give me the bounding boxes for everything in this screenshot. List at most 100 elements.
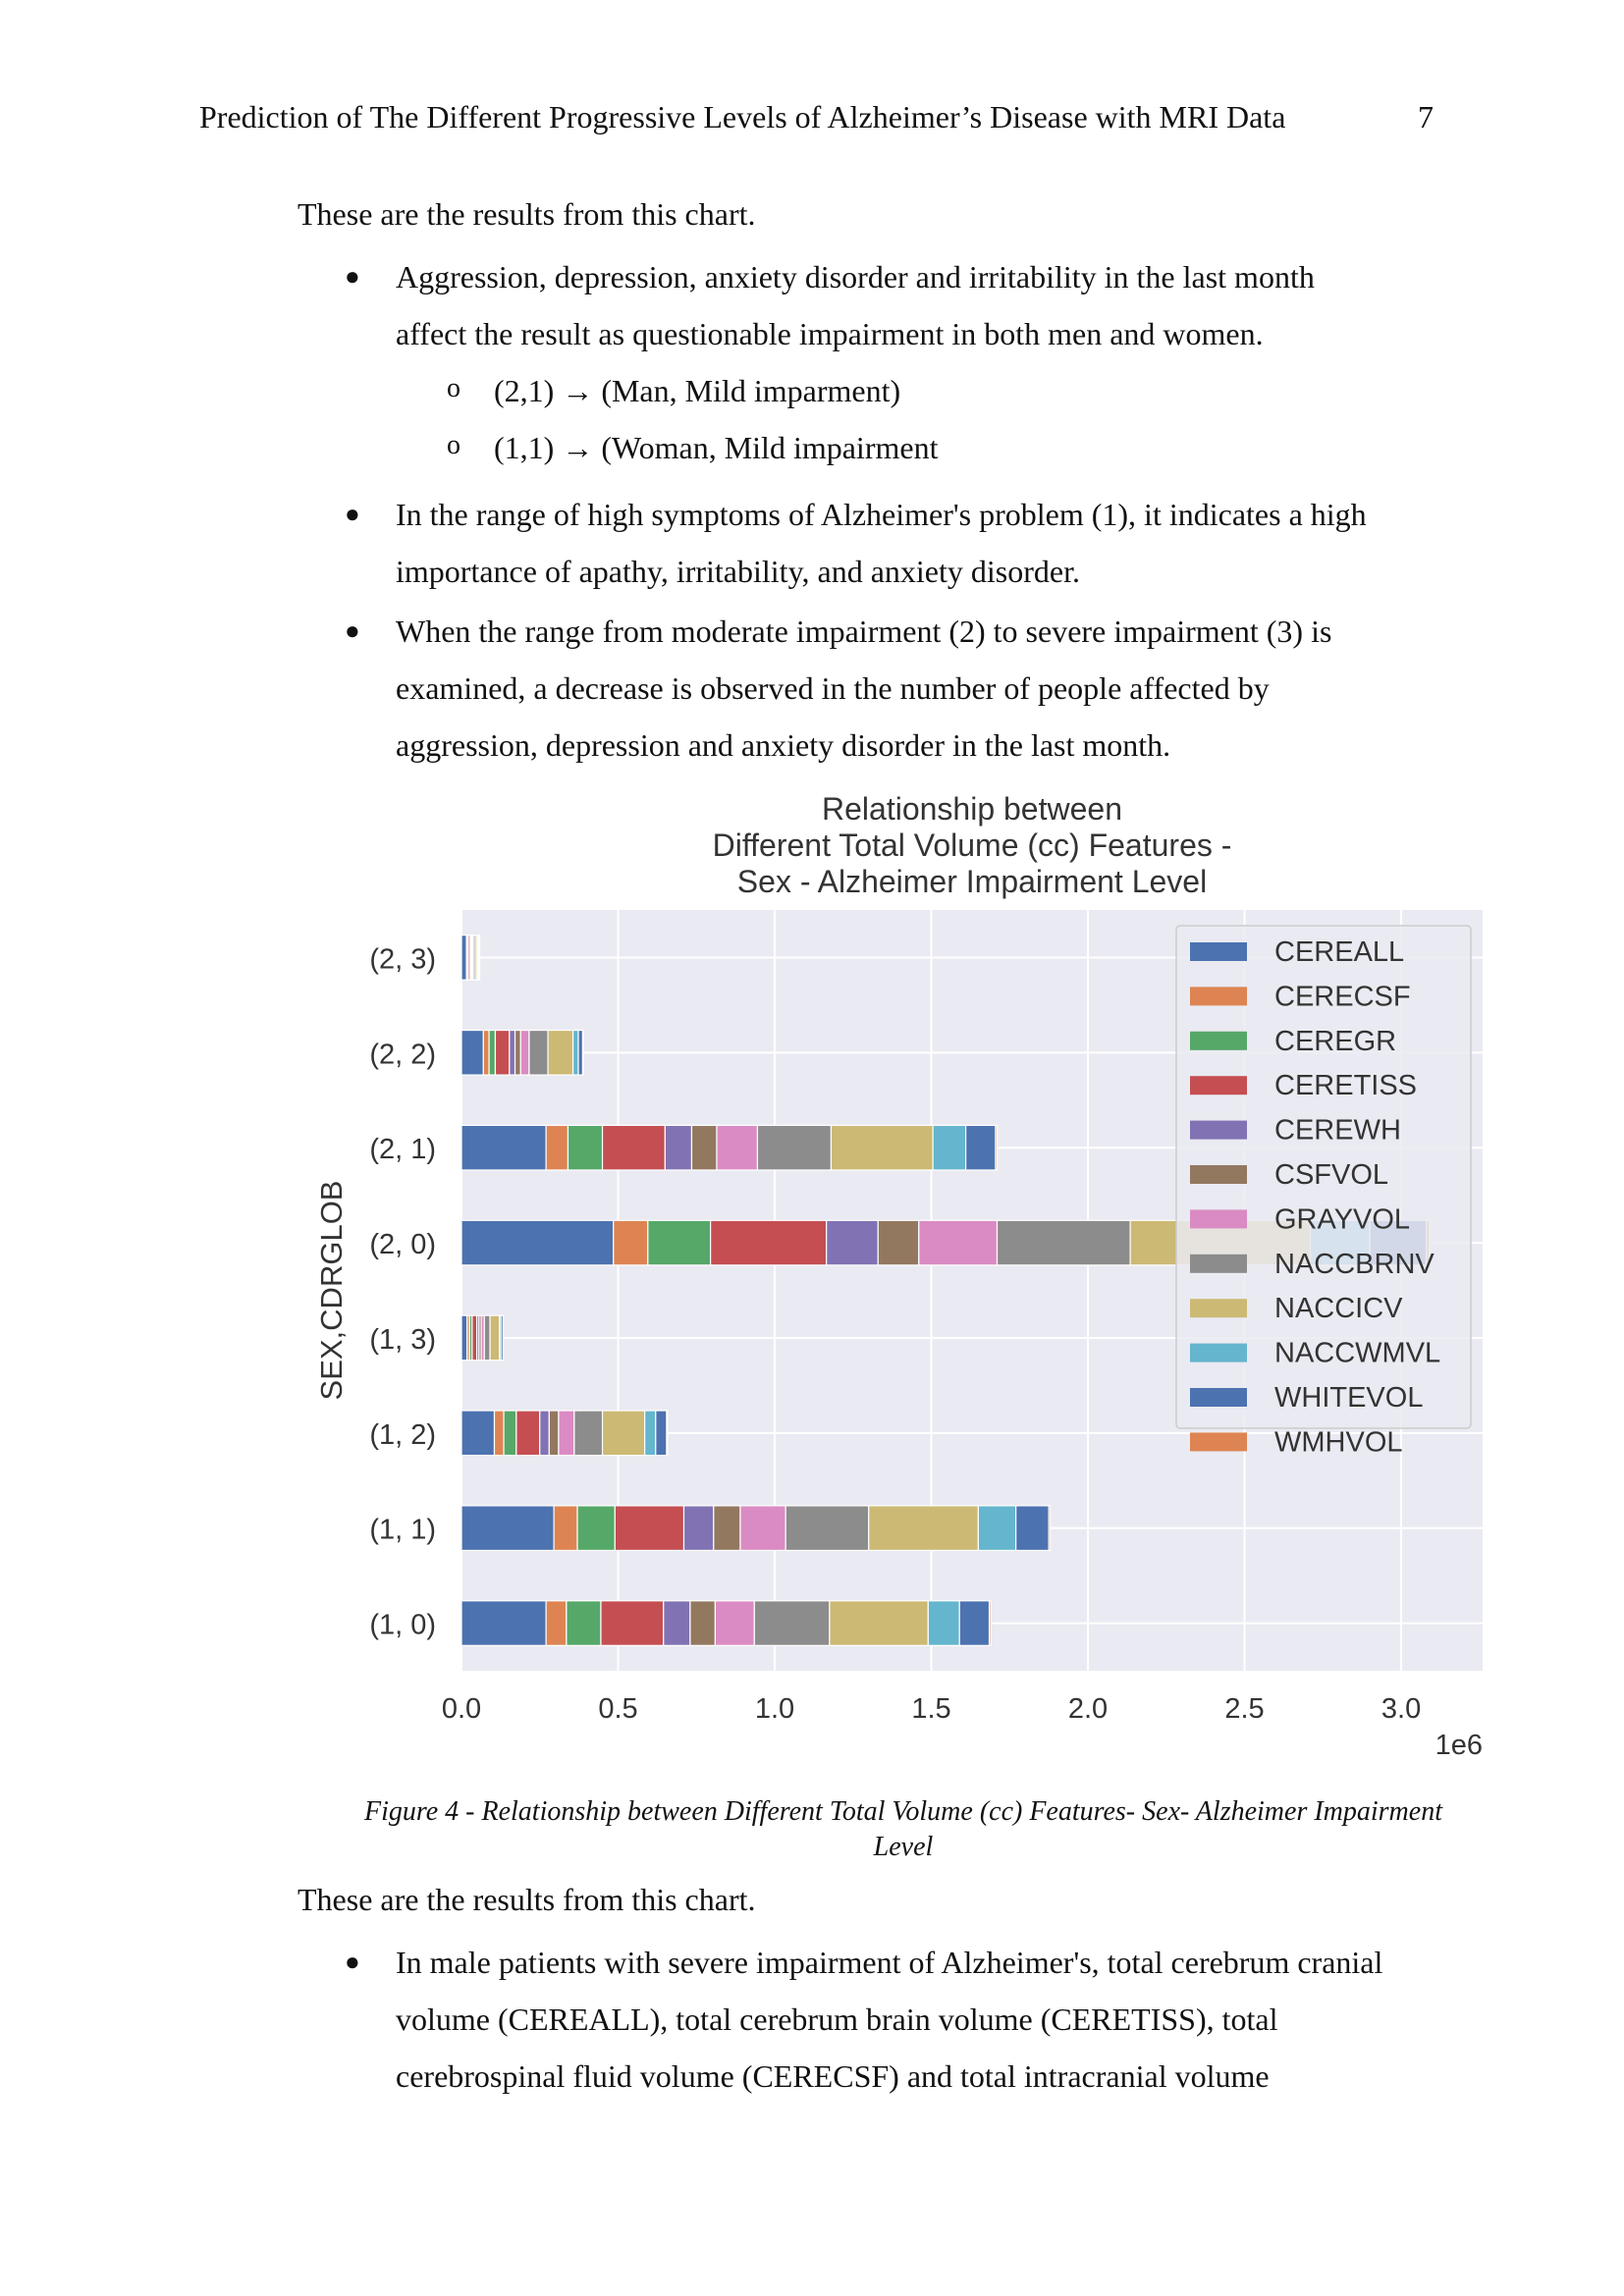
legend-swatch xyxy=(1190,1076,1247,1095)
bar-segment xyxy=(571,1029,579,1076)
bar-segment xyxy=(664,1124,693,1171)
bar-segment xyxy=(601,1124,666,1171)
bar-segment xyxy=(868,1505,979,1552)
bar-segment xyxy=(489,1314,501,1362)
bar-segment xyxy=(647,1219,712,1266)
bullet-line: aggression, depression and anxiety disor… xyxy=(396,727,1171,763)
bullet-line: cerebrospinal fluid volume (CERECSF) and… xyxy=(396,2058,1270,2094)
legend: CEREALL CERECSF CEREGR CERETISS CEREWH CSFVOL… xyxy=(1175,925,1472,1458)
bar-segment xyxy=(988,1600,992,1646)
bar-segment xyxy=(553,1505,578,1552)
x-tick-label: 3.0 xyxy=(1381,1693,1421,1725)
bar-segment xyxy=(689,1600,717,1646)
bar-segment xyxy=(528,1029,549,1076)
bullet-item: ● Aggression, depression, anxiety disord… xyxy=(345,248,1456,362)
chart-title-line: Relationship between xyxy=(822,791,1122,827)
legend-swatch xyxy=(1190,1120,1247,1140)
bar-segment xyxy=(545,1124,569,1171)
bar-segment xyxy=(503,1410,517,1457)
bullet-line: When the range from moderate impairment … xyxy=(396,614,1332,649)
y-tick-label: (2, 1) xyxy=(369,1134,436,1165)
bar-segment xyxy=(482,1029,490,1076)
bar-segment xyxy=(977,1505,1017,1552)
bar-segment xyxy=(547,1029,574,1076)
y-tick-labels: (1, 0) (1, 1) (1, 2) (1, 3) (2, 0) (2, 1) (2, … xyxy=(369,943,436,1640)
sub-bullet-item: o (1,1) → (Woman, Mild impairment xyxy=(447,430,939,466)
bar-segment xyxy=(494,1029,511,1076)
intro-paragraph: These are the results from this chart. xyxy=(298,1882,756,1917)
bullet-line: Aggression, depression, anxiety disorder… xyxy=(396,259,1315,294)
bar-segment xyxy=(566,1600,602,1646)
bullet-item: ● In the range of high symptoms of Alzhe… xyxy=(345,486,1456,600)
bar-segment xyxy=(1015,1505,1050,1552)
caption-line: Figure 4 - Relationship between Differen… xyxy=(364,1796,1442,1827)
bar-segment xyxy=(577,1029,584,1076)
bar-segment xyxy=(965,1124,997,1171)
bar-segment xyxy=(460,1410,496,1457)
chart-title-line: Sex - Alzheimer Impairment Level xyxy=(737,864,1207,899)
bar-segment xyxy=(927,1600,960,1646)
bar-segment xyxy=(830,1124,934,1171)
bar-segment xyxy=(932,1124,967,1171)
bar-segment xyxy=(829,1600,929,1646)
caption-line: Level xyxy=(873,1832,934,1862)
bar-segment xyxy=(753,1600,831,1646)
figure-caption: Figure 4 - Relationship between Differen… xyxy=(295,1794,1512,1865)
sub-bullet-item: o (2,1) → (Man, Mild imparment) xyxy=(447,373,900,409)
bullet-line: In the range of high symptoms of Alzheim… xyxy=(396,497,1367,532)
bar-segment xyxy=(714,1600,755,1646)
bar-segment xyxy=(601,1410,646,1457)
intro-paragraph: These are the results from this chart. xyxy=(298,196,756,232)
bar-segment xyxy=(877,1219,920,1266)
bar-segment xyxy=(663,1600,691,1646)
bar-segment xyxy=(581,1029,584,1076)
bar-segment xyxy=(576,1505,616,1552)
legend-entry: CSFVOL xyxy=(1274,1159,1388,1191)
y-tick-label: (1, 1) xyxy=(369,1515,436,1546)
bar-segment xyxy=(826,1219,879,1266)
legend-entry: CERECSF xyxy=(1274,981,1411,1012)
y-tick-label: (1, 0) xyxy=(369,1610,436,1641)
bar-segment xyxy=(515,1410,541,1457)
bar-segment xyxy=(573,1410,604,1457)
right-arrow-icon: → xyxy=(562,430,602,465)
bar-segment xyxy=(488,1029,497,1076)
bar-segment xyxy=(600,1600,665,1646)
bar-segment xyxy=(644,1410,657,1457)
legend-entry: WHITEVOL xyxy=(1274,1382,1423,1414)
bar-segment xyxy=(460,1029,484,1076)
bar-segment xyxy=(614,1505,685,1552)
legend-swatch xyxy=(1190,1343,1247,1362)
y-tick-label: (1, 3) xyxy=(369,1324,436,1356)
sub-bullet-text: (Woman, Mild impairment xyxy=(601,430,939,465)
bar-segment xyxy=(548,1410,560,1457)
legend-entry: CEREALL xyxy=(1274,936,1404,968)
x-tick-label: 2.0 xyxy=(1068,1693,1108,1725)
bullet-line: examined, a decrease is observed in the … xyxy=(396,670,1270,706)
bullet-dot-icon: ● xyxy=(345,1948,360,1976)
bar-segment xyxy=(471,1314,478,1362)
legend-box xyxy=(1175,925,1472,1429)
bar-segment xyxy=(519,1029,530,1076)
bar-segment xyxy=(756,1124,833,1171)
bar-segment xyxy=(713,1505,741,1552)
page-number: 7 xyxy=(1418,99,1434,134)
bar-segment xyxy=(918,1219,999,1266)
legend-entry: WMHVOL xyxy=(1274,1426,1403,1458)
bar-segment xyxy=(558,1410,575,1457)
legend-swatch xyxy=(1190,1432,1247,1452)
bullet-item: ● In male patients with severe impairmen… xyxy=(345,1934,1456,2105)
bullet-line: volume (CEREALL), total cerebrum brain v… xyxy=(396,2002,1278,2037)
bar-segment xyxy=(666,1410,669,1457)
legend-swatch xyxy=(1190,1254,1247,1273)
bar-segment xyxy=(493,1410,505,1457)
legend-swatch xyxy=(1190,1299,1247,1318)
bar-segment xyxy=(655,1410,668,1457)
bar-segment xyxy=(1048,1505,1052,1552)
y-tick-label: (1, 2) xyxy=(369,1419,436,1451)
running-header: Prediction of The Different Progressive … xyxy=(199,99,1286,134)
bar-segment xyxy=(995,1124,999,1171)
bullet-dot-icon: ● xyxy=(345,500,360,528)
bar-segment xyxy=(785,1505,870,1552)
